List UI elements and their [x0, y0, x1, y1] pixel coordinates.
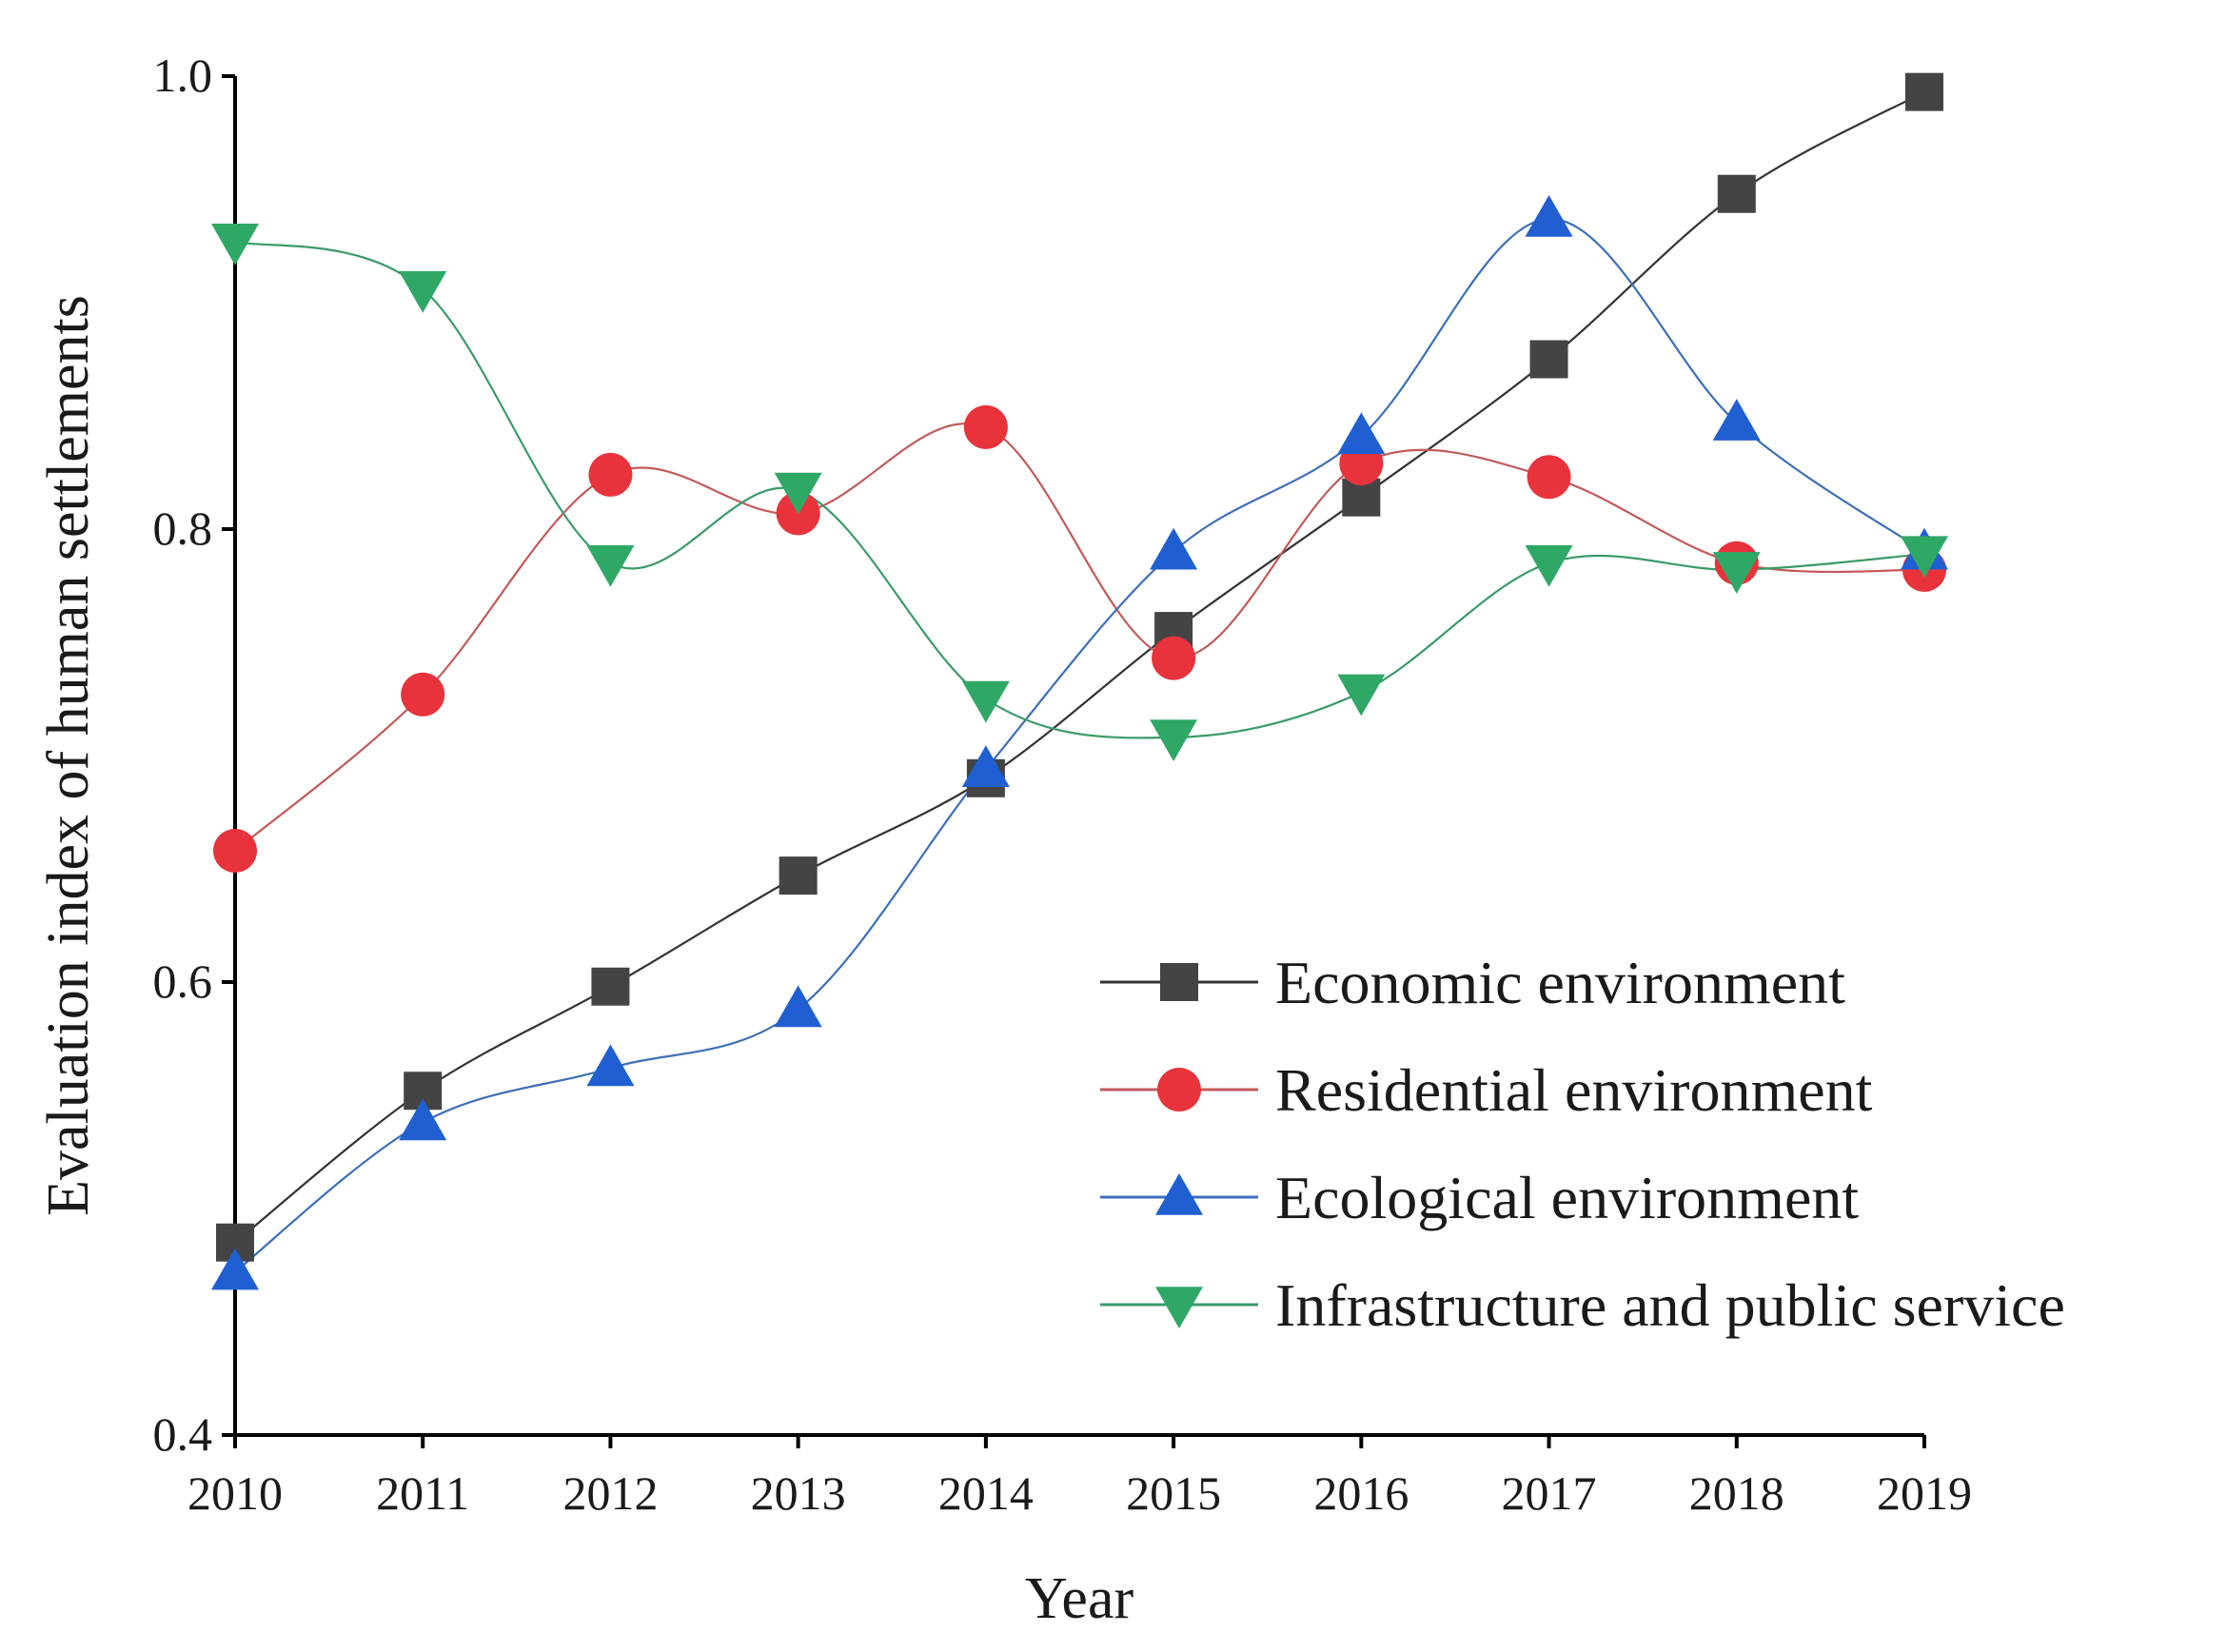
data-point [963, 404, 1008, 449]
y-tick-label: 0.4 [153, 1407, 213, 1461]
data-point [211, 223, 259, 266]
data-point [774, 472, 822, 515]
y-tick-label: 0.8 [153, 502, 213, 555]
x-axis-title: Year [1025, 1566, 1134, 1631]
x-tick-label: 2011 [376, 1466, 469, 1520]
x-tick-label: 2014 [938, 1466, 1034, 1520]
data-point [399, 1098, 447, 1141]
series-line-4 [234, 240, 1925, 739]
data-point [1717, 174, 1756, 213]
legend-marker [1160, 963, 1198, 1001]
legend: Economic environment Residential environm… [1100, 949, 2065, 1339]
x-tick-label: 2018 [1689, 1466, 1784, 1520]
data-point [591, 967, 630, 1006]
y-axis-title: Evaluation index of human settlements [36, 295, 101, 1216]
legend-label: Residential environment [1275, 1056, 1873, 1124]
legend-label: Economic environment [1275, 949, 1845, 1016]
data-point [586, 1044, 635, 1087]
data-point [1527, 455, 1571, 500]
data-point [1712, 399, 1761, 441]
data-point [961, 680, 1010, 723]
legend-marker [1155, 1287, 1203, 1328]
legend-item: Infrastructure and public service [1100, 1271, 2065, 1339]
data-point [1529, 340, 1568, 379]
legend-item: Residential environment [1100, 1056, 1873, 1124]
x-tick-label: 2019 [1877, 1466, 1972, 1520]
legend-item: Ecological environment [1100, 1164, 1859, 1231]
x-tick-label: 2013 [751, 1466, 846, 1520]
series-markers [211, 72, 1948, 1290]
data-point [1150, 527, 1198, 570]
data-point [1337, 674, 1386, 717]
series-lines [234, 90, 1925, 1273]
data-point [1337, 412, 1386, 455]
data-point [399, 270, 447, 313]
data-point [774, 985, 822, 1028]
data-point [961, 745, 1010, 788]
data-point [401, 672, 445, 717]
data-point [1150, 719, 1198, 761]
ticks: 2010 2011 2012 2013 2014 2015 2016 2017 2018 2019… [153, 49, 1973, 1520]
x-tick-label: 2012 [562, 1466, 658, 1520]
y-tick-label: 0.6 [153, 954, 213, 1008]
data-point [1525, 194, 1573, 237]
x-tick-label: 2016 [1313, 1466, 1409, 1520]
data-point [1712, 552, 1761, 594]
series-line-2 [234, 422, 1925, 852]
data-point [213, 828, 257, 873]
data-point [1525, 544, 1573, 587]
legend-label: Ecological environment [1275, 1164, 1859, 1231]
series-line-3 [234, 217, 1925, 1273]
series-line-1 [234, 90, 1925, 1244]
data-point [211, 1248, 259, 1290]
data-point [778, 856, 818, 895]
legend-label: Infrastructure and public service [1275, 1271, 2065, 1339]
data-point [1901, 536, 1948, 579]
x-tick-label: 2015 [1126, 1466, 1221, 1520]
x-tick-label: 2010 [187, 1466, 283, 1520]
data-point [1152, 636, 1196, 680]
data-point [586, 544, 635, 587]
legend-marker [1155, 1173, 1203, 1215]
legend-marker [1157, 1068, 1201, 1111]
x-tick-label: 2017 [1502, 1466, 1597, 1520]
y-tick-label: 1.0 [153, 49, 213, 102]
axes [233, 76, 1924, 1437]
legend-item: Economic environment [1100, 949, 1845, 1016]
data-point [588, 452, 633, 497]
data-point [1905, 72, 1943, 111]
